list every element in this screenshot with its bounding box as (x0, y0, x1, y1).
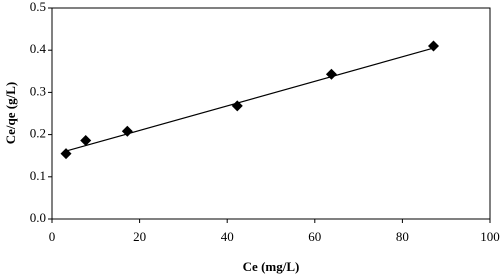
y-tick-label: 0.2 (30, 126, 46, 141)
data-point (325, 68, 337, 80)
x-tick-label: 20 (133, 229, 146, 244)
data-point (80, 135, 92, 147)
y-tick-label: 0.4 (30, 41, 47, 56)
y-axis-title: Ce/qe (g/L) (3, 82, 18, 144)
plot-frame (51, 7, 491, 220)
x-tick-label: 0 (49, 229, 56, 244)
x-tick-label: 100 (480, 229, 500, 244)
x-axis-title: Ce (mg/L) (243, 259, 300, 274)
x-tick-label: 60 (308, 229, 321, 244)
y-tick-label: 0.3 (30, 83, 46, 98)
y-tick-label: 0.5 (30, 0, 46, 14)
data-point (427, 40, 439, 52)
y-tick-label: 0.0 (30, 210, 46, 225)
data-point (231, 100, 243, 112)
x-tick-label: 40 (221, 229, 234, 244)
data-point (121, 125, 133, 137)
trend-line (65, 47, 434, 152)
y-tick-label: 0.1 (30, 168, 46, 183)
data-point (60, 148, 72, 160)
x-tick-label: 80 (396, 229, 409, 244)
